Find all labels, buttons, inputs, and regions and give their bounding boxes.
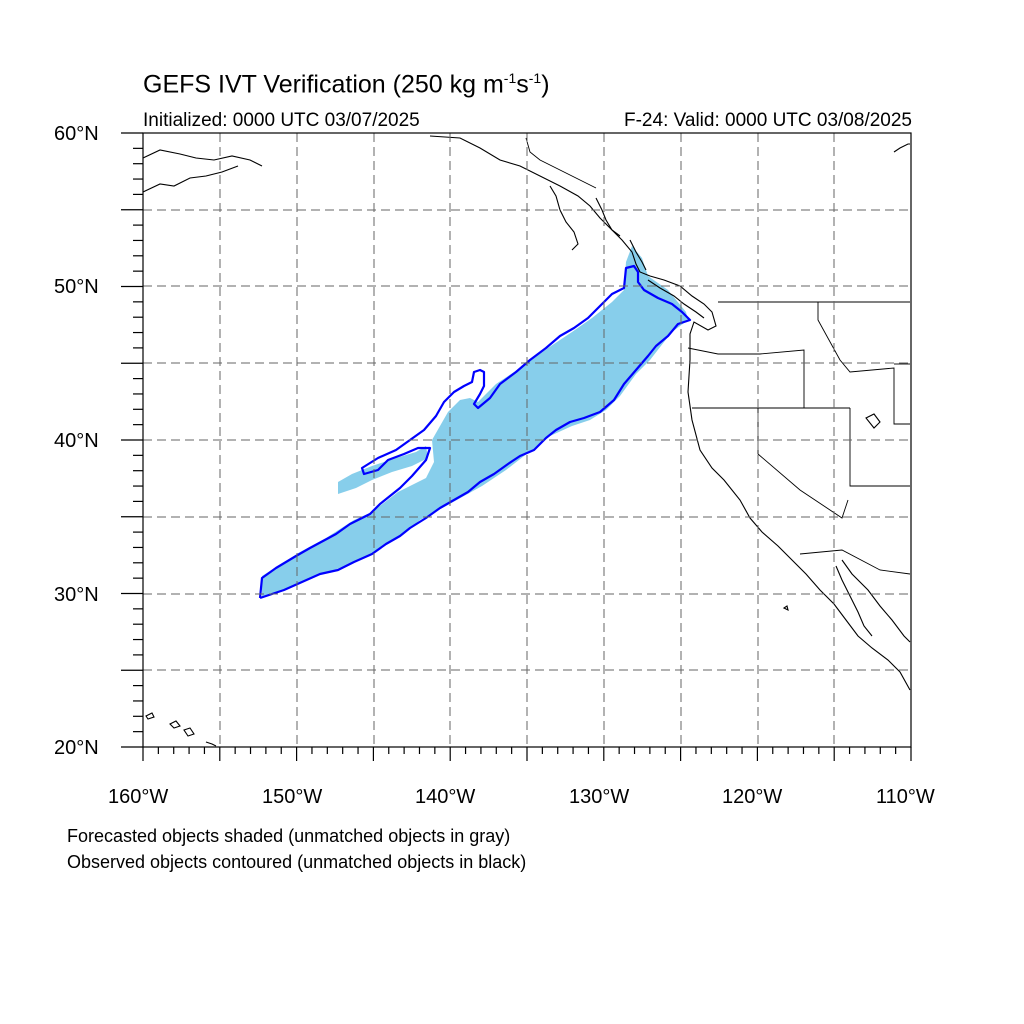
lon-label-150w: 150°W — [262, 786, 323, 808]
sitka-islands — [595, 197, 621, 237]
lat-label-60: 60°N — [54, 123, 99, 145]
gulf-coastline — [841, 559, 911, 643]
hawaii-island-1 — [145, 712, 155, 720]
north-america-coastline — [429, 135, 911, 691]
lon-label-160w: 160°W — [108, 786, 169, 808]
valid-time-label: F-24: Valid: 0000 UTC 03/08/2025 — [624, 110, 912, 131]
california-nevada-border — [757, 408, 849, 519]
political-boundaries — [525, 137, 911, 575]
lat-label-20: 20°N — [54, 737, 99, 759]
initialized-label: Initialized: 0000 UTC 03/07/2025 — [143, 110, 420, 131]
lon-label-130w: 130°W — [569, 786, 630, 808]
idaho-border — [804, 301, 910, 425]
washington-oregon-border — [687, 347, 805, 408]
hawaii-island-3 — [183, 727, 195, 737]
northeast-coast — [893, 143, 910, 153]
hawaii-island-2 — [169, 720, 181, 729]
southeast-alaska-islands — [549, 185, 579, 251]
haida-gwaii — [629, 239, 647, 271]
alaska-canada-border — [525, 137, 597, 189]
vancouver-island — [647, 279, 705, 319]
observed-object — [258, 264, 692, 600]
hawaii-island-4 — [205, 741, 217, 747]
coastlines — [142, 135, 911, 747]
channel-island — [782, 605, 789, 612]
observed-contour — [258, 264, 692, 600]
lat-label-50: 50°N — [54, 276, 99, 298]
great-salt-lake — [865, 413, 881, 429]
lat-lon-grid — [143, 133, 911, 747]
map-title: GEFS IVT Verification (250 kg m-1s-1) — [143, 70, 550, 99]
forecast-object — [262, 246, 688, 598]
nevada-utah-border — [849, 408, 910, 487]
forecast-shaded-region — [262, 246, 688, 598]
forecast-shaded-appendage — [338, 446, 428, 494]
lon-label-140w: 140°W — [415, 786, 476, 808]
us-mexico-border — [799, 549, 911, 575]
lat-label-30: 30°N — [54, 584, 99, 606]
alaska-coast — [142, 149, 263, 167]
forecast-note: Forecasted objects shaded (unmatched obj… — [67, 826, 511, 846]
baja-coastline — [835, 565, 873, 637]
aleutian-coast — [142, 165, 239, 193]
lon-label-120w: 120°W — [722, 786, 783, 808]
observed-note: Observed objects contoured (unmatched ob… — [67, 852, 527, 872]
axis-ticks — [121, 132, 912, 761]
lat-label-40: 40°N — [54, 430, 99, 452]
lon-label-110w: 110°W — [876, 786, 935, 808]
